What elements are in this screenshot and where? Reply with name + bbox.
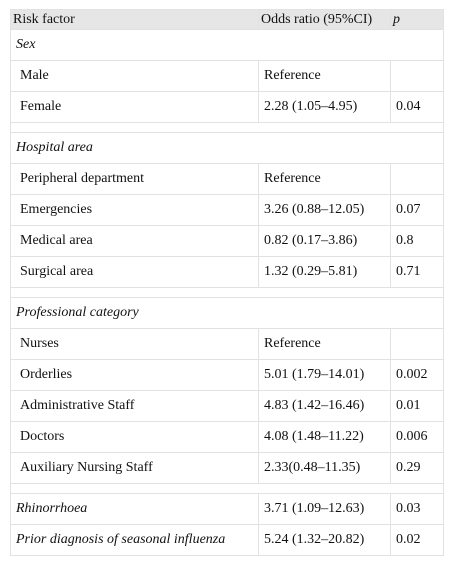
table-row: Emergencies 3.26 (0.88–12.05) 0.07 (10, 194, 444, 226)
risk-factor-cell: Medical area (10, 225, 259, 257)
risk-factor-cell: Rhinorrhoea (10, 493, 259, 525)
section-title: Sex (10, 29, 444, 61)
table-body: Sex Male Reference Female 2.28 (1.05–4.9… (10, 29, 444, 556)
p-value-cell: 0.03 (390, 493, 444, 525)
section-row-hospital-area: Hospital area (10, 132, 444, 164)
p-value-cell: 0.29 (390, 452, 444, 484)
odds-ratio-cell: Reference (258, 328, 391, 360)
risk-factor-cell: Male (10, 60, 259, 92)
p-value-cell: 0.07 (390, 194, 444, 226)
table-header-row: Risk factor Odds ratio (95%CI) p (10, 9, 444, 30)
odds-ratio-cell: 2.28 (1.05–4.95) (258, 91, 391, 123)
table-row-rhinorrhoea: Rhinorrhoea 3.71 (1.09–12.63) 0.03 (10, 493, 444, 525)
risk-factor-table-container: Risk factor Odds ratio (95%CI) p Sex Mal… (10, 9, 444, 556)
table-row: Medical area 0.82 (0.17–3.86) 0.8 (10, 225, 444, 257)
odds-ratio-cell: 5.24 (1.32–20.82) (258, 524, 391, 556)
risk-factor-cell: Prior diagnosis of seasonal influenza (10, 524, 259, 556)
section-title: Professional category (10, 297, 444, 329)
p-value-cell: 0.71 (390, 256, 444, 288)
p-value-cell (390, 163, 444, 195)
table-row: Doctors 4.08 (1.48–11.22) 0.006 (10, 421, 444, 453)
odds-ratio-cell: 4.08 (1.48–11.22) (258, 421, 391, 453)
table-row: Orderlies 5.01 (1.79–14.01) 0.002 (10, 359, 444, 391)
header-risk-factor: Risk factor (10, 9, 259, 30)
risk-factor-table: Risk factor Odds ratio (95%CI) p Sex Mal… (10, 9, 444, 556)
odds-ratio-cell: 3.71 (1.09–12.63) (258, 493, 391, 525)
section-spacer (10, 287, 444, 298)
risk-factor-cell: Surgical area (10, 256, 259, 288)
table-row: Administrative Staff 4.83 (1.42–16.46) 0… (10, 390, 444, 422)
risk-factor-cell: Emergencies (10, 194, 259, 226)
table-row: Male Reference (10, 60, 444, 92)
risk-factor-cell: Female (10, 91, 259, 123)
p-value-cell: 0.04 (390, 91, 444, 123)
section-row-sex: Sex (10, 29, 444, 61)
header-p-value: p (390, 9, 444, 30)
odds-ratio-cell: Reference (258, 163, 391, 195)
section-title: Hospital area (10, 132, 444, 164)
odds-ratio-cell: 2.33(0.48–11.35) (258, 452, 391, 484)
table-row-prior-influenza: Prior diagnosis of seasonal influenza 5.… (10, 524, 444, 556)
section-spacer (10, 122, 444, 133)
risk-factor-cell: Orderlies (10, 359, 259, 391)
table-row: Surgical area 1.32 (0.29–5.81) 0.71 (10, 256, 444, 288)
odds-ratio-cell: 5.01 (1.79–14.01) (258, 359, 391, 391)
odds-ratio-cell: Reference (258, 60, 391, 92)
p-value-cell: 0.02 (390, 524, 444, 556)
table-row: Peripheral department Reference (10, 163, 444, 195)
odds-ratio-cell: 4.83 (1.42–16.46) (258, 390, 391, 422)
header-odds-ratio: Odds ratio (95%CI) (258, 9, 391, 30)
risk-factor-cell: Doctors (10, 421, 259, 453)
p-value-cell: 0.006 (390, 421, 444, 453)
odds-ratio-cell: 0.82 (0.17–3.86) (258, 225, 391, 257)
p-value-cell: 0.01 (390, 390, 444, 422)
risk-factor-cell: Auxiliary Nursing Staff (10, 452, 259, 484)
odds-ratio-cell: 3.26 (0.88–12.05) (258, 194, 391, 226)
table-row: Female 2.28 (1.05–4.95) 0.04 (10, 91, 444, 123)
p-value-cell (390, 60, 444, 92)
table-row: Nurses Reference (10, 328, 444, 360)
section-spacer (10, 483, 444, 494)
odds-ratio-cell: 1.32 (0.29–5.81) (258, 256, 391, 288)
p-value-cell: 0.8 (390, 225, 444, 257)
p-value-cell (390, 328, 444, 360)
table-row: Auxiliary Nursing Staff 2.33(0.48–11.35)… (10, 452, 444, 484)
p-value-cell: 0.002 (390, 359, 444, 391)
risk-factor-cell: Administrative Staff (10, 390, 259, 422)
section-row-professional-category: Professional category (10, 297, 444, 329)
risk-factor-cell: Nurses (10, 328, 259, 360)
risk-factor-cell: Peripheral department (10, 163, 259, 195)
